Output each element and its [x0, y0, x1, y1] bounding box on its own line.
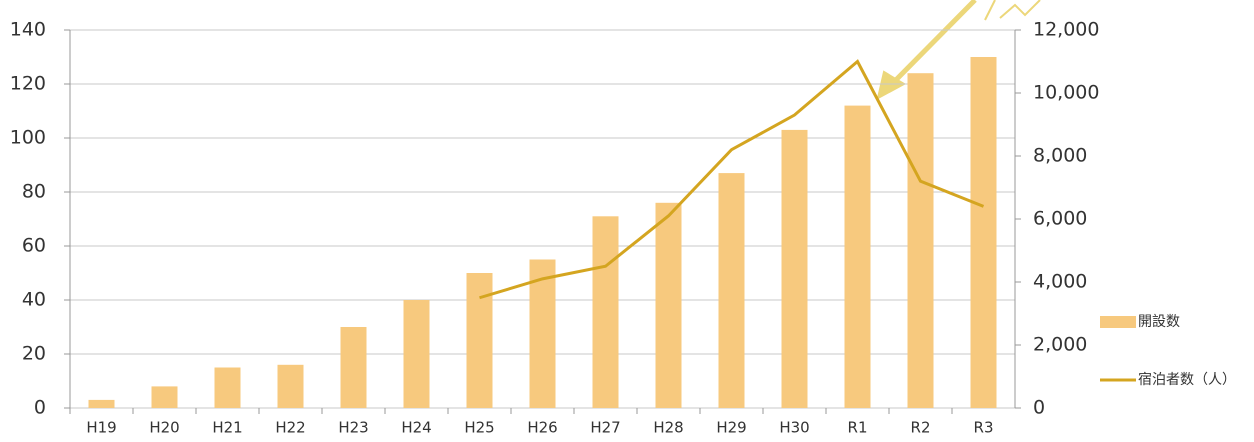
y-tick-label: 120	[10, 73, 46, 95]
bar	[592, 216, 619, 408]
bar	[529, 259, 556, 408]
x-tick-label: H30	[779, 419, 809, 437]
y2-tick-label: 2,000	[1033, 334, 1087, 356]
bar	[403, 300, 430, 408]
legend-label: 宿泊者数（人）	[1138, 371, 1236, 388]
bar	[844, 105, 871, 408]
y2-tick-label: 12,000	[1033, 19, 1099, 41]
y2-tick-label: 4,000	[1033, 271, 1087, 293]
x-tick-label: H24	[401, 419, 431, 437]
y-tick-label: 60	[22, 235, 46, 257]
y2-tick-label: 0	[1033, 397, 1045, 419]
x-tick-label: H21	[212, 419, 242, 437]
y2-tick-label: 8,000	[1033, 145, 1087, 167]
bar	[970, 57, 997, 408]
x-tick-label: H27	[590, 419, 620, 437]
y-tick-label: 100	[10, 127, 46, 149]
y-tick-label: 40	[22, 289, 46, 311]
bar	[340, 327, 367, 408]
line	[479, 59, 985, 300]
y2-tick-label: 6,000	[1033, 208, 1087, 230]
bar	[718, 173, 745, 408]
bar	[655, 202, 682, 408]
legend-label: 開設数	[1138, 314, 1180, 330]
x-tick-label: R3	[974, 419, 994, 437]
x-tick-label: H19	[86, 419, 116, 437]
bar	[907, 73, 934, 408]
bar	[466, 273, 493, 408]
x-tick-label: H28	[653, 419, 683, 437]
y-tick-label: 80	[22, 181, 46, 203]
bar	[277, 364, 304, 408]
bar	[151, 386, 178, 408]
x-tick-label: H29	[716, 419, 746, 437]
bar	[214, 367, 241, 408]
x-tick-label: R1	[848, 419, 868, 437]
x-tick-label: H25	[464, 419, 494, 437]
legend-swatch	[1100, 316, 1136, 328]
x-tick-label: R2	[911, 419, 931, 437]
bar	[781, 129, 808, 408]
y2-tick-label: 10,000	[1033, 82, 1099, 104]
decoration-arrow	[877, 0, 1041, 99]
x-tick-label: H20	[149, 419, 179, 437]
x-tick-label: H26	[527, 419, 557, 437]
bar	[88, 399, 115, 408]
y-tick-label: 140	[10, 19, 46, 41]
y-tick-label: 0	[34, 397, 46, 419]
x-tick-label: H23	[338, 419, 368, 437]
x-tick-label: H22	[275, 419, 305, 437]
y-tick-label: 20	[22, 343, 46, 365]
